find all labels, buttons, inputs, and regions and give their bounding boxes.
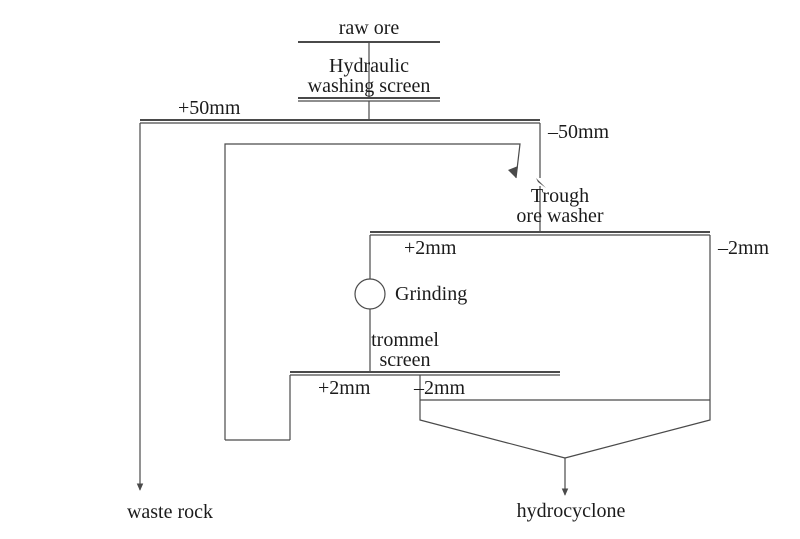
label-plus2-b: +2mm [318,377,371,399]
label-minus2-a: –2mm [717,237,770,259]
label-trommel-2: screen [379,349,430,371]
funnel-right-slope [565,400,710,458]
label-trough-1: Trough [531,185,589,207]
label-hydrocyclone: hydrocyclone [517,500,626,522]
label-plus2-a: +2mm [404,237,457,259]
funnel-left-slope [420,400,565,458]
label-trough-2: ore washer [516,205,604,227]
label-trommel-1: trommel [371,329,439,351]
label-hws-1: Hydraulic [329,55,409,77]
label-raw-ore: raw ore [339,17,400,39]
label-minus50: –50mm [547,121,610,143]
label-waste-rock: waste rock [127,501,213,523]
label-minus2-b: –2mm [413,377,466,399]
label-plus50: +50mm [178,97,241,119]
grinding-node [355,279,385,309]
flow-labels: raw ore Hydraulicwashing screen +50mm –50mm… [127,17,770,523]
label-grinding: Grinding [395,283,467,305]
ore-washing-flowchart: raw ore Hydraulicwashing screen +50mm –50mm… [0,0,800,539]
recycle-loop [225,144,520,440]
label-hws-2: washing screen [308,75,431,97]
